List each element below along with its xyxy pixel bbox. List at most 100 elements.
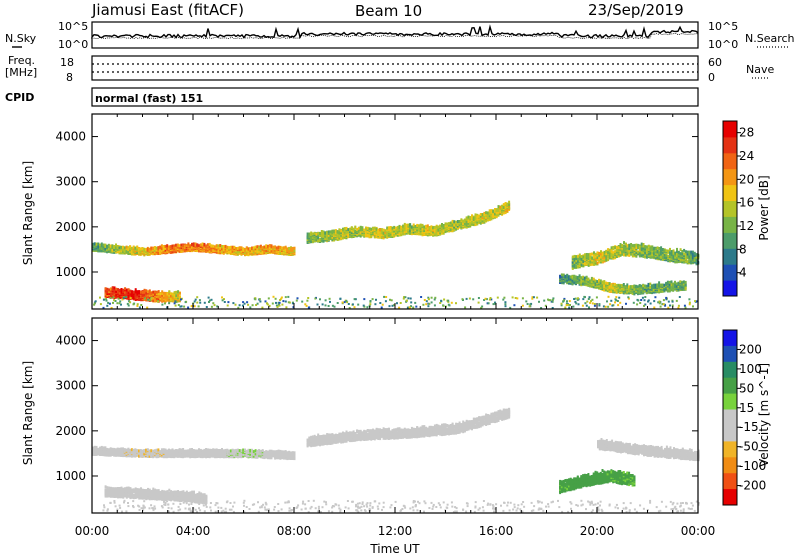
data-cell bbox=[638, 245, 641, 249]
data-cell bbox=[559, 279, 562, 283]
data-cell bbox=[336, 230, 339, 234]
data-cell bbox=[93, 242, 96, 246]
data-cell bbox=[568, 300, 571, 303]
data-cell bbox=[362, 304, 365, 307]
data-cell bbox=[357, 226, 360, 230]
data-cell bbox=[573, 277, 576, 281]
data-cell bbox=[221, 296, 223, 299]
data-cell bbox=[193, 305, 196, 308]
data-cell bbox=[217, 244, 220, 248]
data-cell bbox=[410, 305, 412, 308]
data-cell bbox=[621, 244, 624, 247]
data-cell bbox=[412, 306, 415, 309]
data-cell bbox=[124, 287, 127, 291]
data-cell bbox=[679, 280, 682, 284]
data-cell bbox=[327, 305, 330, 307]
data-cell bbox=[695, 255, 698, 259]
data-cell bbox=[143, 449, 146, 452]
data-cell bbox=[319, 298, 321, 301]
data-cell bbox=[603, 281, 606, 285]
data-cell bbox=[676, 260, 678, 264]
data-cell bbox=[670, 253, 673, 256]
data-cell bbox=[652, 283, 655, 287]
data-cell bbox=[359, 227, 362, 231]
data-cell bbox=[531, 297, 534, 300]
data-cell bbox=[573, 298, 576, 300]
data-cell bbox=[496, 296, 499, 299]
data-cell bbox=[607, 251, 610, 254]
data-cell bbox=[418, 224, 420, 228]
data-cell bbox=[129, 247, 132, 250]
data-cell bbox=[658, 281, 661, 285]
data-cell bbox=[453, 220, 456, 224]
data-cell bbox=[653, 247, 656, 251]
data-cell bbox=[598, 303, 601, 306]
data-cell bbox=[343, 229, 346, 233]
data-cell bbox=[242, 301, 245, 304]
data-cell bbox=[471, 216, 473, 220]
data-cell bbox=[649, 255, 652, 259]
data-cell bbox=[501, 204, 504, 208]
data-cell bbox=[675, 284, 678, 288]
data-cell bbox=[129, 289, 132, 293]
data-cell bbox=[681, 281, 684, 285]
data-cell bbox=[138, 449, 140, 453]
data-cell bbox=[102, 448, 105, 451]
data-cell bbox=[357, 229, 360, 233]
data-cell bbox=[469, 216, 472, 220]
data-cell bbox=[190, 305, 193, 308]
data-cell bbox=[619, 245, 622, 248]
data-cell bbox=[291, 302, 294, 305]
data-cell bbox=[487, 302, 490, 305]
data-cell bbox=[279, 245, 282, 249]
data-cell bbox=[451, 219, 454, 223]
data-cell bbox=[432, 226, 435, 230]
data-cell bbox=[205, 244, 208, 248]
data-cell bbox=[580, 262, 583, 266]
data-cell bbox=[628, 251, 631, 254]
data-cell bbox=[127, 447, 130, 451]
data-cell bbox=[243, 302, 246, 305]
data-cell bbox=[177, 298, 180, 302]
data-cell bbox=[677, 260, 680, 264]
data-cell bbox=[490, 217, 493, 221]
data-cell bbox=[684, 252, 687, 256]
data-cell bbox=[354, 229, 357, 233]
data-cell bbox=[152, 247, 155, 251]
freq-unit-label: [MHz] bbox=[5, 66, 37, 79]
cpid-value: normal (fast) 151 bbox=[95, 92, 203, 105]
data-cell bbox=[483, 218, 486, 222]
data-cell bbox=[631, 289, 634, 293]
data-cell bbox=[636, 290, 639, 294]
data-cell bbox=[665, 249, 668, 253]
data-cell bbox=[327, 235, 330, 239]
velocity-data-cells bbox=[92, 407, 700, 514]
data-cell bbox=[280, 296, 283, 299]
data-cell bbox=[654, 256, 657, 260]
data-cell bbox=[124, 290, 127, 294]
data-cell bbox=[624, 250, 627, 254]
data-cell bbox=[663, 289, 666, 293]
data-cell bbox=[476, 213, 479, 217]
data-cell bbox=[127, 450, 130, 453]
data-cell bbox=[631, 254, 634, 258]
data-cell bbox=[400, 225, 403, 229]
data-cell bbox=[456, 221, 459, 225]
data-cell bbox=[479, 214, 482, 218]
data-cell bbox=[107, 448, 110, 452]
data-cell bbox=[488, 214, 491, 218]
data-cell bbox=[682, 286, 685, 290]
data-cell bbox=[460, 218, 463, 222]
data-cell bbox=[458, 220, 461, 223]
data-cell bbox=[578, 257, 581, 261]
data-cell bbox=[304, 303, 307, 306]
data-cell bbox=[242, 247, 245, 251]
data-cell bbox=[674, 251, 677, 255]
data-cell bbox=[672, 282, 675, 286]
data-cell bbox=[129, 301, 132, 304]
data-cell bbox=[662, 299, 665, 302]
data-cell bbox=[338, 234, 341, 238]
data-cell bbox=[607, 258, 610, 262]
data-cell bbox=[654, 283, 657, 287]
data-cell bbox=[691, 257, 694, 261]
